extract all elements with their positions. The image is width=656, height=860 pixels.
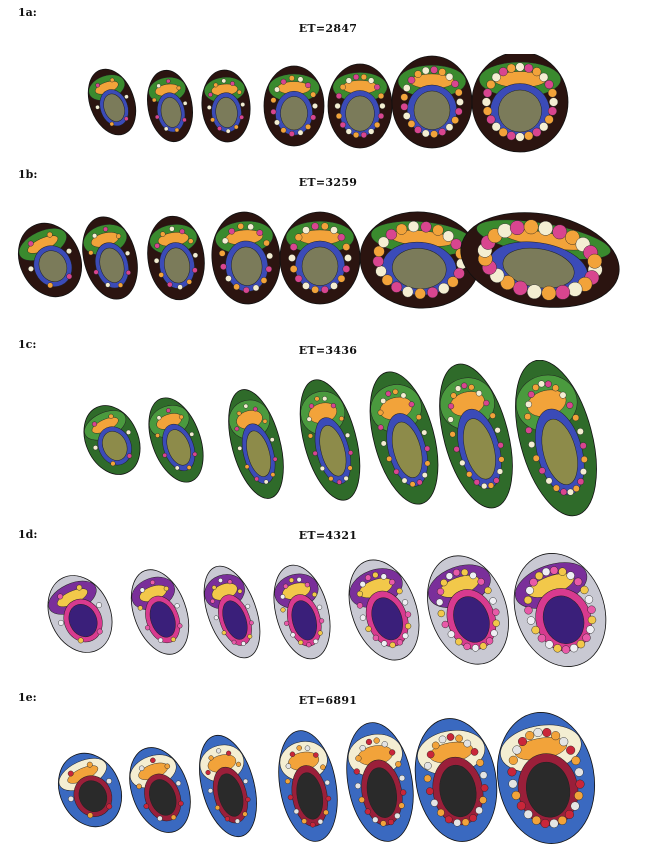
embryo-stage (513, 553, 607, 667)
panel-strip-1c (0, 360, 656, 520)
embryo-stage (228, 389, 284, 499)
embryo-stage (199, 734, 257, 838)
panel-label-1a: 1a: (18, 6, 37, 19)
embryo-stage (83, 405, 141, 475)
panel-label-1e: 1e: (18, 691, 37, 704)
embryo-stage (299, 379, 361, 501)
embryo-stage (87, 68, 137, 136)
embryo-sequence-1c (83, 360, 597, 517)
embryo-stage (211, 211, 281, 305)
embryo-stage (147, 69, 193, 143)
embryo-stage (391, 55, 473, 149)
embryo-stage (18, 222, 82, 298)
embryo-stage (427, 555, 509, 665)
embryo-sequence-1e (58, 712, 596, 844)
embryo-stage (348, 559, 420, 661)
panel-label-1c: 1c: (18, 338, 37, 351)
embryo-stage (359, 211, 481, 309)
panel-title-1d: ET=4321 (298, 529, 358, 542)
embryo-stage (130, 569, 190, 655)
embryo-stage (414, 718, 498, 842)
embryo-sequence-1b (18, 211, 620, 309)
embryo-stage (460, 212, 620, 308)
panel-title-1a: ET=2847 (298, 22, 358, 35)
embryo-stage (263, 65, 325, 147)
embryo-sequence-1a (87, 54, 569, 153)
embryo-stage (129, 747, 191, 833)
embryo-stage (148, 397, 204, 483)
embryo-stage (147, 215, 205, 301)
embryo-stage (369, 371, 439, 505)
embryo-stage (203, 565, 261, 659)
embryo-stage (515, 360, 597, 517)
embryo-stage (327, 63, 393, 149)
panel-strip-1b (0, 200, 656, 320)
panel-strip-1e (0, 712, 656, 858)
embryo-stage (439, 363, 513, 509)
embryo-stage (471, 54, 569, 153)
embryo-stage (346, 722, 414, 842)
embryo-stage (278, 730, 338, 842)
embryo-stage (58, 752, 122, 828)
embryo-stage (201, 69, 251, 143)
embryo-sequence-1d (47, 553, 607, 667)
embryo-stage (279, 211, 361, 305)
panel-title-1e: ET=6891 (298, 694, 358, 707)
panel-title-1c: ET=3436 (298, 344, 358, 357)
panel-label-1d: 1d: (18, 528, 38, 541)
embryo-stage (496, 712, 596, 844)
panel-label-1b: 1b: (18, 168, 38, 181)
embryo-stage (47, 575, 113, 653)
panel-title-1b: ET=3259 (298, 176, 358, 189)
embryo-stage (273, 564, 331, 660)
panel-strip-1a (0, 54, 656, 166)
panel-strip-1d (0, 552, 656, 676)
embryo-stage (82, 216, 138, 300)
